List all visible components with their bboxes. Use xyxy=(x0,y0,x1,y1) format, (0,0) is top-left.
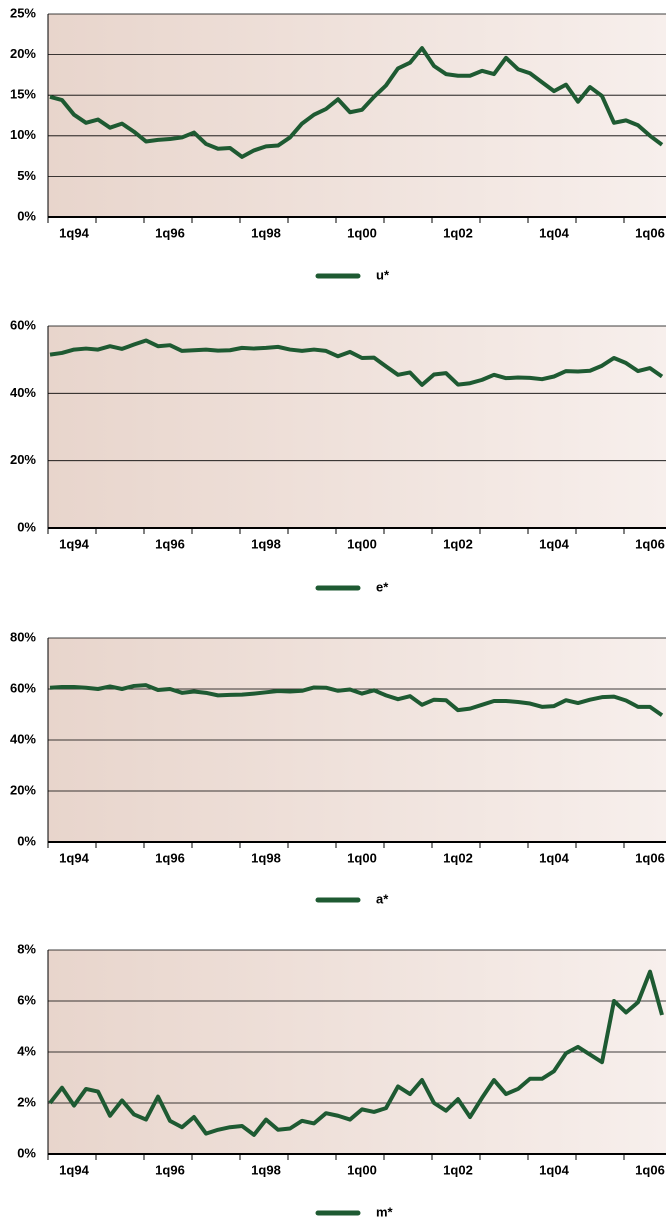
y-tick-label: 10% xyxy=(10,127,36,142)
x-tick-label: 1q00 xyxy=(347,1162,377,1177)
y-tick-label: 6% xyxy=(17,992,36,1007)
x-tick-label: 1q06 xyxy=(635,536,665,551)
data-line xyxy=(49,338,664,387)
x-tick-label: 1q96 xyxy=(155,850,185,865)
y-tick-label: 80% xyxy=(10,629,36,644)
x-tick-label: 1q02 xyxy=(443,1162,473,1177)
x-tick-label: 1q06 xyxy=(635,1162,665,1177)
plot-background xyxy=(48,326,666,528)
y-tick-label: 0% xyxy=(17,208,36,223)
y-tick-label: 20% xyxy=(10,782,36,797)
x-tick-label: 1q98 xyxy=(251,225,281,240)
x-tick-label: 1q00 xyxy=(347,536,377,551)
x-tick-label: 1q96 xyxy=(155,1162,185,1177)
x-tick-label: 1q02 xyxy=(443,850,473,865)
x-tick-label: 1q98 xyxy=(251,1162,281,1177)
y-tick-label: 8% xyxy=(17,941,36,956)
x-tick-label: 1q94 xyxy=(59,850,89,865)
y-tick-label: 0% xyxy=(17,1145,36,1160)
x-tick-label: 1q96 xyxy=(155,536,185,551)
x-tick-label: 1q94 xyxy=(59,536,89,551)
x-tick-label: 1q94 xyxy=(59,225,89,240)
y-tick-label: 0% xyxy=(17,833,36,848)
data-line xyxy=(49,46,664,159)
x-tick-label: 1q02 xyxy=(443,225,473,240)
y-tick-label: 20% xyxy=(10,452,36,467)
x-tick-label: 1q98 xyxy=(251,536,281,551)
y-tick-label: 15% xyxy=(10,87,36,102)
x-tick-label: 1q02 xyxy=(443,536,473,551)
x-tick-label: 1q06 xyxy=(635,850,665,865)
x-tick-label: 1q94 xyxy=(59,1162,89,1177)
x-tick-label: 1q04 xyxy=(539,225,569,240)
x-tick-label: 1q04 xyxy=(539,850,569,865)
y-tick-label: 5% xyxy=(17,168,36,183)
x-tick-label: 1q06 xyxy=(635,225,665,240)
x-tick-label: 1q00 xyxy=(347,850,377,865)
y-tick-label: 20% xyxy=(10,46,36,61)
y-tick-label: 60% xyxy=(10,317,36,332)
x-tick-label: 1q98 xyxy=(251,850,281,865)
legend-label: e* xyxy=(376,579,389,594)
legend-label: m* xyxy=(376,1204,394,1219)
y-tick-label: 60% xyxy=(10,680,36,695)
y-tick-label: 40% xyxy=(10,731,36,746)
x-tick-label: 1q04 xyxy=(539,1162,569,1177)
legend-label: a* xyxy=(376,891,389,906)
x-tick-label: 1q96 xyxy=(155,225,185,240)
y-tick-label: 25% xyxy=(10,5,36,20)
legend-label: u* xyxy=(376,267,390,282)
y-tick-label: 4% xyxy=(17,1043,36,1058)
y-tick-label: 40% xyxy=(10,385,36,400)
plot-background xyxy=(48,14,666,217)
data-line xyxy=(48,969,664,1137)
y-tick-label: 2% xyxy=(17,1094,36,1109)
y-tick-label: 0% xyxy=(17,519,36,534)
x-tick-label: 1q00 xyxy=(347,225,377,240)
data-line xyxy=(49,683,664,717)
x-tick-label: 1q04 xyxy=(539,536,569,551)
